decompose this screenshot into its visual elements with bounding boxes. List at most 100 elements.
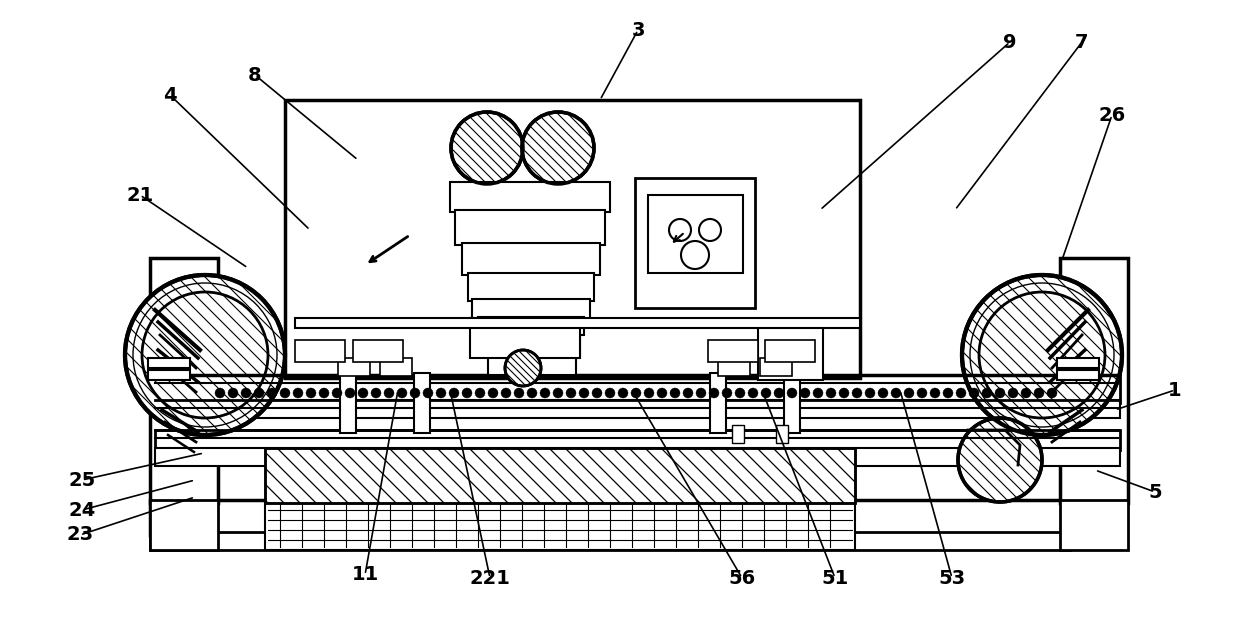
Bar [462,243,600,275]
Bar [150,500,218,550]
Circle shape [475,388,484,398]
Bar [468,273,593,301]
Text: 21: 21 [126,186,154,205]
Bar [265,448,855,503]
Circle shape [384,388,394,398]
Bar [295,318,860,328]
Bar [155,448,1120,466]
Circle shape [344,388,356,398]
Circle shape [669,219,691,241]
Circle shape [644,388,654,398]
Bar [380,358,413,376]
Bar [338,358,370,376]
Bar [636,178,755,308]
Circle shape [618,388,628,398]
Circle shape [699,219,721,241]
Circle shape [292,388,304,398]
Bar [155,430,1120,450]
Bar [1057,358,1099,368]
Circle shape [566,388,576,398]
Bar [478,317,584,335]
Bar [707,340,758,362]
Circle shape [800,388,810,398]
Text: 53: 53 [938,568,965,588]
Circle shape [904,388,914,398]
Circle shape [958,418,1042,502]
Text: 26: 26 [1099,106,1125,125]
Circle shape [878,388,888,398]
Circle shape [1047,388,1057,398]
Text: 1: 1 [1168,381,1182,399]
Bar [339,373,356,433]
Circle shape [813,388,823,398]
Bar [764,340,815,362]
Circle shape [579,388,589,398]
Circle shape [540,388,550,398]
Bar [150,500,1070,535]
Bar [295,340,344,362]
Bar [732,425,743,443]
Text: 56: 56 [729,568,756,588]
Bar [1057,370,1099,380]
Circle shape [266,388,278,398]
Circle shape [748,388,758,398]
Circle shape [527,388,536,398]
Circle shape [787,388,797,398]
Text: 51: 51 [821,568,849,588]
Circle shape [943,388,953,398]
Circle shape [709,388,719,398]
Circle shape [125,275,285,435]
Circle shape [983,388,992,398]
Bar [472,299,590,319]
Circle shape [917,388,927,398]
Circle shape [488,388,498,398]
Bar [147,370,190,380]
Bar [265,500,855,550]
Circle shape [553,388,563,398]
Circle shape [216,388,225,398]
Circle shape [370,388,382,398]
Text: 5: 5 [1149,483,1162,502]
Circle shape [451,112,523,184]
Circle shape [242,388,252,398]
Circle shape [631,388,641,398]
Circle shape [761,388,771,398]
Text: 23: 23 [67,525,94,545]
Circle shape [501,388,510,398]
Circle shape [605,388,615,398]
Text: 4: 4 [164,86,177,104]
Bar [455,210,605,245]
Circle shape [410,388,420,398]
Circle shape [358,388,368,398]
Circle shape [449,388,458,398]
Circle shape [436,388,446,398]
Bar [488,353,576,375]
Bar [760,358,792,376]
Bar [776,425,788,443]
Circle shape [961,275,1123,435]
Circle shape [514,388,524,398]
Circle shape [462,388,472,398]
Circle shape [722,388,732,398]
Circle shape [670,388,680,398]
Circle shape [696,388,706,398]
Bar [717,358,750,376]
Bar [150,532,1070,550]
Bar [710,373,726,433]
Circle shape [318,388,330,398]
Circle shape [774,388,784,398]
Circle shape [681,241,709,269]
Text: 7: 7 [1075,33,1089,51]
Circle shape [306,388,316,398]
Bar [758,320,823,380]
Text: 9: 9 [1004,33,1017,51]
Circle shape [592,388,602,398]
Circle shape [1021,388,1031,398]
Bar [150,258,218,503]
Circle shape [852,388,862,398]
Bar [450,182,610,212]
Bar [265,448,855,503]
Circle shape [228,388,238,398]
Circle shape [522,112,593,184]
Bar [155,400,1120,418]
